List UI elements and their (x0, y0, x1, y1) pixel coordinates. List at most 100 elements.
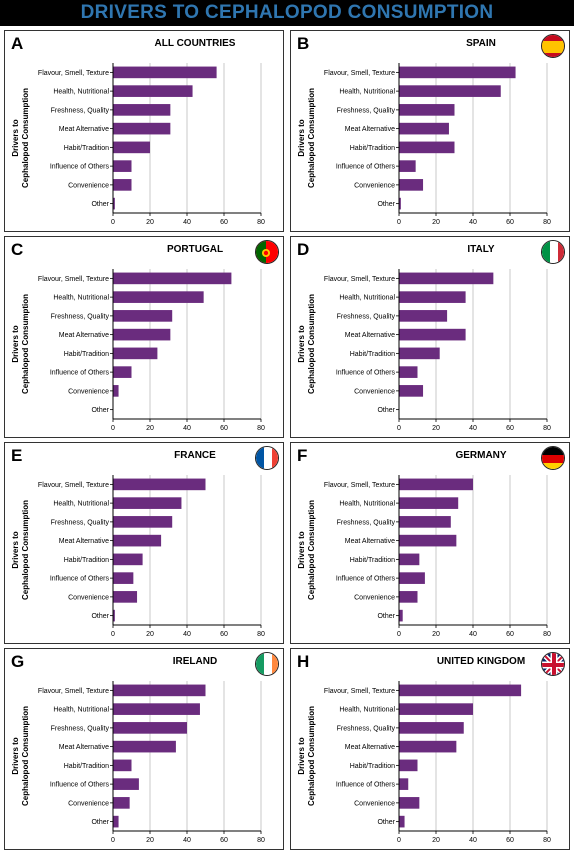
bar (113, 778, 139, 790)
bar (399, 478, 473, 491)
italy-flag-icon (541, 240, 565, 264)
x-tick-label: 60 (506, 425, 514, 432)
x-tick-label: 80 (543, 631, 551, 638)
x-tick-label: 80 (543, 219, 551, 226)
x-tick-label: 40 (469, 837, 477, 844)
y-axis-label: Drivers toCephalopod Consumption (297, 294, 316, 394)
category-label: Health, Nutritional (339, 89, 395, 96)
bar (113, 516, 173, 528)
x-tick-label: 20 (146, 219, 154, 226)
chart-panel-c: C PORTUGAL 0 20 40 60 80 Flavour, Smell, Textur… (4, 236, 284, 438)
panel-letter: G (11, 652, 25, 671)
category-label: Meat Alternative (59, 538, 109, 545)
x-tick-label: 80 (257, 837, 265, 844)
bar (113, 385, 119, 397)
chart-title: GERMANY (455, 450, 507, 461)
x-axis-label: Respondents (%) (440, 230, 506, 231)
panel-letter: F (297, 446, 308, 465)
category-label: Influence of Others (50, 370, 110, 377)
category-label: Habit/Tradition (350, 145, 395, 152)
category-label: Meat Alternative (345, 332, 395, 339)
bar (113, 197, 115, 210)
x-tick-label: 60 (506, 631, 514, 638)
x-tick-label: 80 (543, 837, 551, 844)
category-label: Meat Alternative (59, 744, 109, 751)
chart-panel-e: E FRANCE 0 20 40 60 80 Flavour, Smell, Texture H… (4, 442, 284, 644)
bar (399, 609, 403, 622)
bar (399, 385, 424, 397)
bar (113, 179, 132, 191)
category-label: Freshness, Quality (337, 107, 396, 114)
portugal-flag-icon (255, 240, 279, 264)
category-label: Habit/Tradition (350, 351, 395, 358)
category-label: Meat Alternative (59, 126, 109, 133)
bar-chart: 0 20 40 60 80 Flavour, Smell, Texture Health, … (11, 681, 265, 849)
category-label: Convenience (354, 182, 395, 189)
bar (399, 291, 466, 303)
x-tick-label: 40 (183, 837, 191, 844)
spain-flag-icon (541, 34, 565, 58)
category-label: Influence of Others (50, 576, 110, 583)
category-label: Freshness, Quality (337, 725, 396, 732)
bar (113, 104, 171, 116)
category-label: Flavour, Smell, Texture (38, 70, 109, 77)
x-tick-label: 20 (146, 425, 154, 432)
bar (399, 366, 418, 378)
category-label: Influence of Others (336, 782, 396, 789)
category-label: Other (91, 613, 109, 620)
ireland-flag-icon (255, 652, 279, 676)
panel-letter: E (11, 446, 23, 465)
chart-title: UNITED KINGDOM (436, 656, 526, 667)
x-tick-label: 40 (469, 425, 477, 432)
category-label: Freshness, Quality (51, 313, 110, 320)
bar (399, 815, 405, 828)
bar (399, 759, 418, 772)
x-axis-label: Respondents (%) (154, 436, 220, 437)
chart-title: ALL COUNTRIES (154, 38, 236, 49)
category-label: Health, Nutritional (53, 707, 109, 714)
category-label: Meat Alternative (345, 744, 395, 751)
bar (113, 722, 187, 734)
x-tick-label: 60 (506, 219, 514, 226)
bar (113, 497, 182, 509)
chart-panel-d: D ITALY 0 20 40 60 80 Flavour, Smell, Texture He… (290, 236, 570, 438)
y-axis-label: Drivers toCephalopod Consumption (297, 500, 316, 600)
bar (399, 328, 466, 341)
category-label: Freshness, Quality (337, 313, 396, 320)
category-label: Freshness, Quality (337, 519, 396, 526)
bar (113, 366, 132, 378)
x-tick-label: 0 (397, 425, 401, 432)
x-tick-label: 20 (432, 219, 440, 226)
bar (113, 572, 134, 584)
x-tick-label: 0 (397, 837, 401, 844)
category-label: Flavour, Smell, Texture (38, 482, 109, 489)
category-label: Meat Alternative (345, 126, 395, 133)
chart-panel-g: G IRELAND 0 20 40 60 80 Flavour, Smell, Texture… (4, 648, 284, 850)
bar (399, 66, 516, 79)
x-tick-label: 60 (220, 425, 228, 432)
bar (113, 684, 206, 697)
category-label: Influence of Others (336, 164, 396, 171)
category-label: Influence of Others (336, 576, 396, 583)
category-label: Health, Nutritional (53, 89, 109, 96)
bar (399, 684, 522, 697)
bar-chart: 0 20 40 60 80 Flavour, Smell, Texture Health, … (297, 681, 551, 849)
y-axis-label: Drivers toCephalopod Consumption (297, 706, 316, 806)
category-label: Habit/Tradition (64, 557, 109, 564)
x-axis-label: Respondents (%) (440, 642, 506, 643)
category-label: Flavour, Smell, Texture (324, 482, 395, 489)
bar (113, 347, 158, 360)
bar (113, 328, 171, 341)
bar (399, 797, 420, 809)
category-label: Influence of Others (50, 164, 110, 171)
bar (113, 759, 132, 772)
category-label: Other (91, 407, 109, 414)
chart-title: FRANCE (174, 450, 216, 461)
bar (113, 553, 143, 566)
x-tick-label: 60 (220, 631, 228, 638)
chart-panel-b: B SPAIN 0 20 40 60 80 Flavour, Smell, Texture He… (290, 30, 570, 232)
x-axis-label: Respondents (%) (440, 848, 506, 849)
x-axis-label: Respondents (%) (440, 436, 506, 437)
x-tick-label: 40 (183, 219, 191, 226)
page-header: DRIVERS TO CEPHALOPOD CONSUMPTION (0, 0, 574, 26)
